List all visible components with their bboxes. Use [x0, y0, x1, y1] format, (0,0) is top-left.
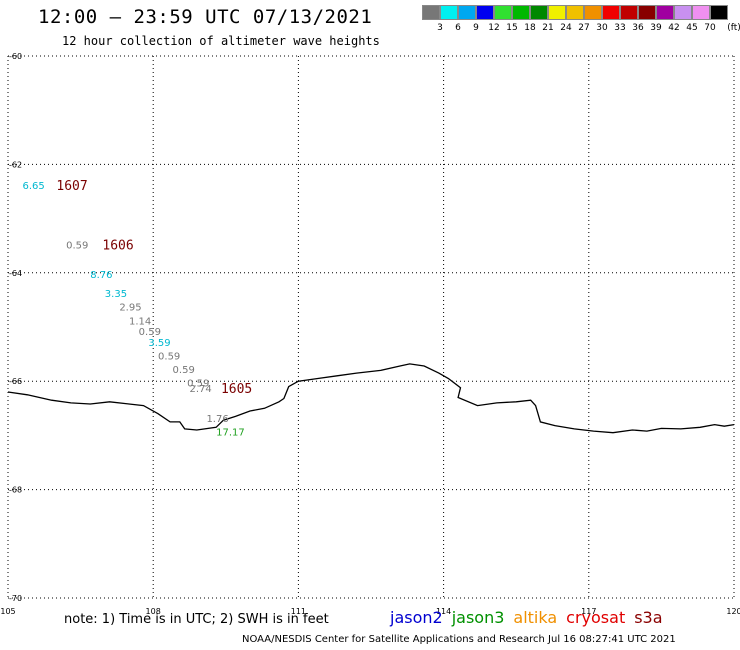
- lat-tick-label: -62: [9, 160, 22, 169]
- lon-tick-label: 120: [726, 607, 740, 616]
- colorbar-swatch: [476, 5, 494, 20]
- colorbar-label: 24: [560, 23, 572, 33]
- colorbar-swatch: [710, 5, 728, 20]
- wave-height-label: 3.35: [105, 289, 127, 300]
- wave-height-label: 0.59: [173, 365, 195, 376]
- lon-tick-label: 108: [146, 607, 161, 616]
- colorbar-label: 21: [542, 23, 554, 33]
- lat-tick-label: -70: [9, 594, 22, 603]
- wave-height-label: 6.65: [23, 181, 45, 192]
- wave-height-label: 1.14: [129, 316, 151, 327]
- colorbar-label: 36: [632, 23, 644, 33]
- colorbar-label: 39: [650, 23, 662, 33]
- wave-height-label: 2.95: [119, 303, 141, 314]
- wave-height-label: 8.76: [90, 270, 112, 281]
- colorbar-swatch: [512, 5, 530, 20]
- colorbar-swatch: [674, 5, 692, 20]
- wave-height-label: 0.59: [66, 240, 88, 251]
- colorbar-label: 42: [668, 23, 680, 33]
- lon-tick-label: 111: [291, 607, 306, 616]
- colorbar-label: 3: [437, 23, 443, 33]
- satellite-legend: jason2 jason3 altika cryosat s3a: [390, 608, 672, 627]
- legend-cryosat: cryosat: [566, 608, 626, 627]
- colorbar-swatch: [494, 5, 512, 20]
- colorbar-label: 45: [686, 23, 698, 33]
- colorbar-swatch: [440, 5, 458, 20]
- colorbar-label: 9: [473, 23, 479, 33]
- wave-height-label: 0.59: [139, 327, 161, 338]
- map-subtitle: 12 hour collection of altimeter wave hei…: [62, 34, 380, 48]
- colorbar-label: 6: [455, 23, 461, 33]
- colorbar-swatch: [566, 5, 584, 20]
- colorbar-label: 12: [488, 23, 500, 33]
- footer-note: note: 1) Time is in UTC; 2) SWH is in fe…: [64, 612, 329, 627]
- colorbar-label: 27: [578, 23, 590, 33]
- legend-s3a: s3a: [634, 608, 663, 627]
- legend-jason2: jason2: [390, 608, 443, 627]
- lon-tick-label: 117: [581, 607, 596, 616]
- pass-time-label: 1606: [102, 238, 133, 253]
- colorbar-swatch: [458, 5, 476, 20]
- colorbar-swatch: [656, 5, 674, 20]
- pass-time-label: 1607: [56, 179, 87, 194]
- wave-height-label: 2.74: [190, 384, 212, 395]
- coastline: [7, 363, 735, 434]
- lat-tick-label: -68: [9, 486, 22, 495]
- colorbar-label: 70: [704, 23, 716, 33]
- colorbar-label: 30: [596, 23, 608, 33]
- lat-tick-label: -60: [9, 52, 22, 61]
- wave-height-label: 17.17: [216, 427, 245, 438]
- legend-jason3: jason3: [451, 608, 505, 627]
- wave-height-label: 1.76: [206, 414, 228, 425]
- legend-altika: altika: [513, 608, 558, 627]
- lon-tick-label: 114: [436, 607, 451, 616]
- colorbar-swatch: [638, 5, 656, 20]
- wave-height-label: 3.59: [148, 338, 170, 349]
- lon-tick-label: 105: [0, 607, 15, 616]
- wave-height-label: 0.59: [187, 379, 209, 390]
- colorbar-swatch: [548, 5, 566, 20]
- colorbar-swatch: [422, 5, 440, 20]
- pass-time-label: 1605: [221, 382, 252, 397]
- colorbar-label: 33: [614, 23, 626, 33]
- colorbar-unit: (ft): [727, 23, 740, 33]
- lat-tick-label: -66: [9, 377, 22, 386]
- footer-credit: NOAA/NESDIS Center for Satellite Applica…: [242, 634, 676, 645]
- colorbar-swatch: [692, 5, 710, 20]
- colorbar-label: 18: [524, 23, 536, 33]
- map-title: 12:00 – 23:59 UTC 07/13/2021: [38, 6, 373, 28]
- colorbar-label: 15: [506, 23, 518, 33]
- colorbar-swatch: [530, 5, 548, 20]
- colorbar-swatch: [620, 5, 638, 20]
- wave-height-label: 0.59: [158, 352, 180, 363]
- colorbar-swatch: [602, 5, 620, 20]
- colorbar-swatch: [584, 5, 602, 20]
- lat-tick-label: -64: [9, 269, 22, 278]
